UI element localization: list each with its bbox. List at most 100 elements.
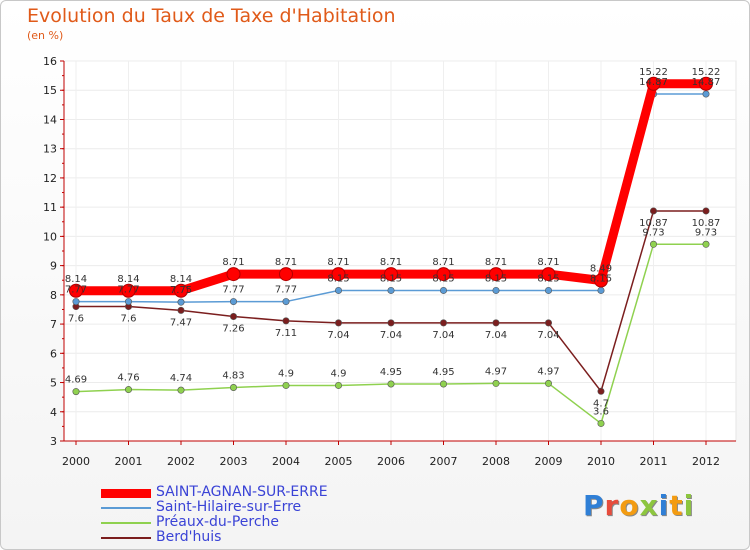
legend-label: Berd'huis — [156, 529, 222, 545]
y-tick-label: 9 — [50, 260, 57, 273]
series-point-0 — [541, 267, 556, 282]
data-label-0: 8.71 — [327, 257, 349, 268]
data-label-1: 8.15 — [537, 273, 559, 284]
chart-title: Evolution du Taux de Taxe d'Habitation — [27, 5, 396, 27]
y-tick-label: 4 — [50, 406, 57, 419]
legend-swatch — [101, 522, 151, 524]
logo-letter: i — [683, 489, 695, 522]
data-label-2: 4.97 — [485, 366, 507, 377]
data-label-0: 8.49 — [590, 264, 612, 275]
x-tick-label: 2002 — [167, 455, 195, 468]
y-tick-label: 8 — [50, 289, 57, 302]
series-point-2 — [702, 240, 710, 248]
data-label-0: 8.71 — [222, 257, 244, 268]
series-point-3 — [387, 319, 395, 327]
series-point-1 — [72, 298, 80, 306]
legend-label: SAINT-AGNAN-SUR-ERRE — [156, 484, 328, 500]
x-tick-label: 2003 — [220, 455, 248, 468]
series-point-3 — [439, 319, 447, 327]
y-tick-label: 6 — [50, 347, 57, 360]
series-point-0 — [279, 267, 293, 282]
legend-swatch — [101, 507, 151, 509]
data-label-3: 7.04 — [380, 330, 402, 341]
logo-letter: P — [583, 489, 605, 522]
data-label-3: 7.6 — [121, 314, 137, 325]
data-label-1: 7.77 — [117, 285, 139, 296]
series-point-3 — [702, 207, 710, 215]
data-label-0: 8.71 — [380, 257, 402, 268]
series-point-2 — [492, 379, 500, 387]
data-label-0: 8.71 — [485, 257, 507, 268]
series-point-1 — [177, 298, 185, 306]
data-label-3: 10.87 — [692, 218, 721, 229]
series-point-2 — [282, 381, 290, 389]
data-label-2: 9.73 — [642, 227, 664, 238]
x-tick-label: 2011 — [640, 455, 668, 468]
logo-letter: i — [658, 489, 670, 522]
x-tick-label: 2010 — [587, 455, 615, 468]
legend-label: Saint-Hilaire-sur-Erre — [156, 499, 302, 515]
data-label-0: 15.22 — [692, 67, 721, 78]
data-label-0: 8.14 — [170, 274, 192, 285]
series-point-3 — [649, 207, 657, 215]
data-label-0: 15.22 — [639, 67, 668, 78]
data-label-2: 4.9 — [331, 368, 347, 379]
series-point-2 — [334, 381, 342, 389]
series-point-3 — [282, 317, 290, 325]
series-point-0 — [331, 267, 346, 282]
data-label-2: 3.6 — [593, 406, 609, 417]
x-tick-label: 2007 — [430, 455, 458, 468]
data-label-2: 4.9 — [278, 368, 294, 379]
series-point-1 — [439, 286, 447, 294]
data-label-1: 7.77 — [275, 285, 297, 296]
data-label-3: 7.04 — [432, 330, 454, 341]
data-label-1: 7.75 — [170, 285, 192, 296]
series-point-3 — [492, 319, 500, 327]
series-point-0 — [646, 76, 661, 91]
series-point-2 — [387, 380, 395, 388]
data-label-1: 14.87 — [692, 77, 721, 88]
series-point-3 — [597, 387, 605, 395]
chart-unit-label: (en %) — [27, 29, 64, 42]
series-point-0 — [384, 267, 398, 282]
series-point-0 — [226, 267, 241, 282]
data-label-0: 8.71 — [432, 257, 454, 268]
y-tick-label: 10 — [43, 230, 57, 243]
series-point-2 — [439, 380, 447, 388]
series-point-1 — [492, 286, 500, 294]
y-tick-label: 5 — [50, 377, 57, 390]
data-label-3: 10.87 — [639, 218, 668, 229]
data-label-0: 8.71 — [537, 257, 559, 268]
series-point-0 — [489, 267, 503, 282]
series-point-0 — [594, 273, 608, 288]
data-label-1: 7.77 — [222, 285, 244, 296]
proxiti-logo: Proxiti — [583, 489, 694, 522]
x-tick-label: 2000 — [62, 455, 90, 468]
y-tick-label: 7 — [50, 318, 57, 331]
y-tick-label: 13 — [43, 143, 57, 156]
data-label-0: 8.14 — [65, 274, 87, 285]
data-label-1: 8.15 — [327, 273, 349, 284]
y-tick-label: 14 — [43, 113, 57, 126]
data-label-2: 4.95 — [380, 367, 402, 378]
data-label-1: 8.15 — [485, 273, 507, 284]
data-label-1: 8.15 — [380, 273, 402, 284]
data-label-3: 7.26 — [222, 323, 244, 334]
data-label-3: 7.11 — [275, 328, 297, 339]
series-point-0 — [121, 283, 136, 298]
legend-swatch — [101, 537, 151, 539]
series-point-2 — [544, 379, 552, 387]
data-label-3: 7.47 — [170, 317, 192, 328]
y-tick-label: 16 — [43, 55, 57, 68]
series-point-2 — [177, 386, 185, 394]
series-point-1 — [702, 90, 710, 98]
series-point-0 — [174, 283, 188, 298]
series-point-1 — [282, 298, 290, 306]
data-label-2: 4.74 — [170, 373, 192, 384]
series-point-2 — [597, 419, 605, 427]
logo-letter: o — [619, 489, 640, 522]
data-label-2: 4.95 — [432, 367, 454, 378]
series-point-0 — [436, 267, 451, 282]
